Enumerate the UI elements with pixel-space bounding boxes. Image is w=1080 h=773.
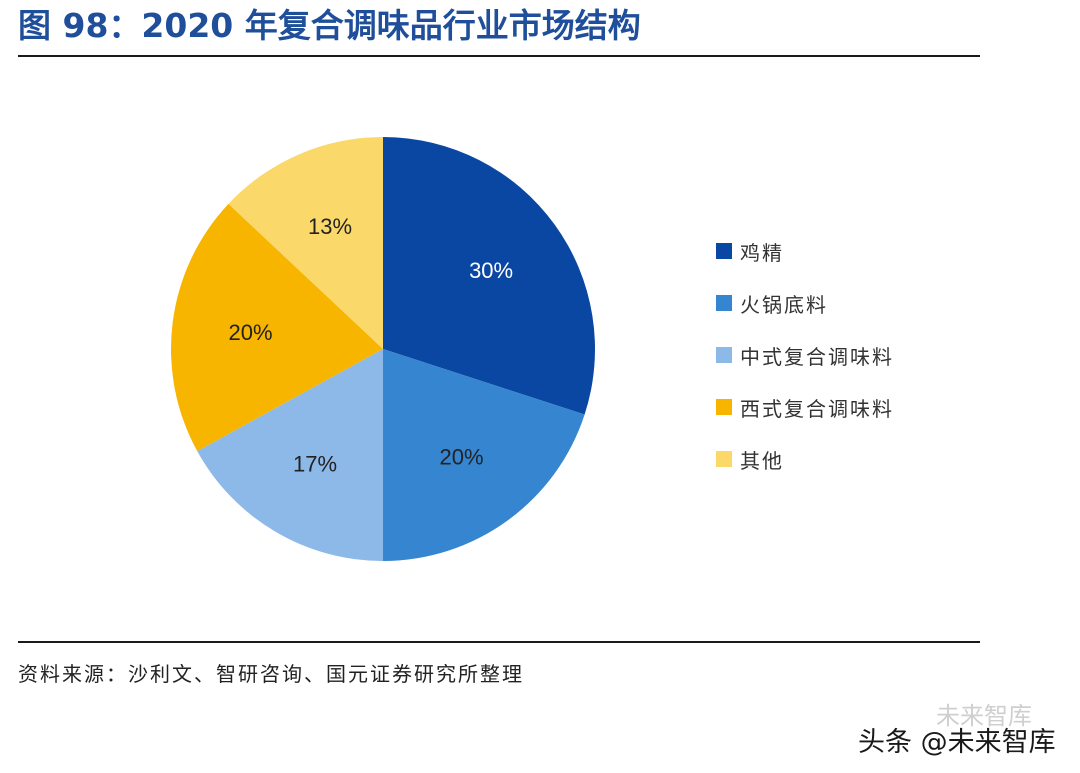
pie-slice-western-seasoning: [171, 203, 383, 452]
legend-label: 西式复合调味料: [740, 396, 894, 421]
pie-slice-chinese-seasoning: [197, 349, 383, 562]
title-divider: [18, 55, 980, 57]
legend-item-other: 其他: [716, 433, 894, 485]
source-divider: [18, 641, 980, 643]
watermark-text: 头条 @未来智库: [858, 727, 1056, 758]
legend-item-hotpot-base: 火锅底料: [716, 277, 894, 329]
chart-title: 图 98：2020 年复合调味品行业市场结构: [18, 6, 641, 45]
pie-slice-chicken-essence: [383, 137, 595, 415]
legend-label: 其他: [740, 448, 784, 473]
legend-swatch: [716, 347, 732, 363]
pie-labels: 30% 20% 17% 20% 13%: [228, 214, 513, 477]
watermark-ghost: 未来智库: [936, 702, 1032, 730]
pie-slice-other: [228, 137, 383, 349]
pie-slices: [171, 137, 595, 562]
legend-swatch: [716, 295, 732, 311]
legend-label: 中式复合调味料: [740, 344, 894, 369]
legend-swatch: [716, 451, 732, 467]
legend-label: 火锅底料: [740, 292, 828, 317]
source-note: 资料来源：沙利文、智研咨询、国元证券研究所整理: [18, 662, 524, 686]
pie-label-hotpot-base: 20%: [439, 445, 483, 470]
pie-label-chicken-essence: 30%: [469, 258, 513, 283]
legend-swatch: [716, 399, 732, 415]
legend-swatch: [716, 243, 732, 259]
pie-label-western-seasoning: 20%: [228, 320, 272, 345]
pie-chart: 30% 20% 17% 20% 13%: [171, 137, 595, 562]
legend-item-western-seasoning: 西式复合调味料: [716, 381, 894, 433]
legend-item-chicken-essence: 鸡精: [716, 225, 894, 277]
legend-item-chinese-seasoning: 中式复合调味料: [716, 329, 894, 381]
pie-label-chinese-seasoning: 17%: [293, 452, 337, 477]
pie-slice-hotpot-base: [383, 349, 585, 561]
pie-label-other: 13%: [308, 214, 352, 239]
watermark: 未来智库 头条 @未来智库: [858, 702, 1056, 759]
legend-label: 鸡精: [740, 240, 784, 265]
chart-legend: 鸡精火锅底料中式复合调味料 西式复合调味料 其他: [716, 225, 894, 485]
